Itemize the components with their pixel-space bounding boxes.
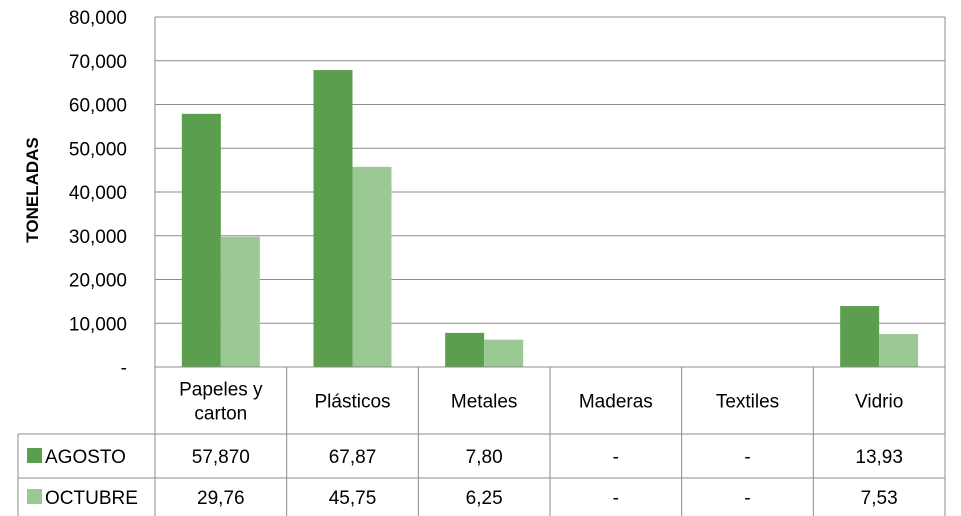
bar-agosto-0 (181, 113, 221, 367)
table-cell: 67,87 (329, 447, 377, 468)
table-cell: - (744, 488, 750, 509)
y-tick-label: 50,000 (69, 139, 127, 160)
category-label: Papeles y (179, 380, 263, 401)
legend-swatch-agosto (27, 448, 42, 463)
table-cell: 7,53 (861, 488, 898, 509)
bar-octubre-5 (879, 334, 919, 367)
legend-swatch-octubre (27, 489, 42, 504)
y-tick-label: 40,000 (69, 183, 127, 204)
table-cell: 45,75 (329, 488, 377, 509)
legend-label: AGOSTO (45, 447, 126, 468)
y-tick-labels: - 10,000 20,000 30,000 40,000 50,000 60,000 70,… (69, 8, 127, 379)
table-cell: 13,93 (855, 447, 903, 468)
y-tick-label: 10,000 (69, 314, 127, 335)
y-tick-label: 20,000 (69, 271, 127, 292)
bars (181, 70, 919, 367)
table-cell: 7,80 (466, 447, 503, 468)
table-cell: 57,870 (192, 447, 250, 468)
y-tick-label: 60,000 (69, 96, 127, 117)
bar-octubre-1 (352, 166, 392, 367)
data-table: Papeles y carton Plásticos Metales Maderas Te… (17, 366, 945, 516)
category-label: Textiles (716, 392, 779, 413)
category-label: Vidrio (855, 392, 903, 413)
y-tick-label: - (121, 358, 127, 379)
table-cell: - (744, 447, 750, 468)
bar-agosto-2 (445, 332, 485, 367)
table-cell: 6,25 (466, 488, 503, 509)
table-cell: 29,76 (197, 488, 245, 509)
bar-agosto-5 (840, 306, 880, 367)
y-tick-label: 30,000 (69, 227, 127, 248)
table-cell: - (613, 488, 619, 509)
category-label: Maderas (579, 392, 653, 413)
y-tick-label: 70,000 (69, 52, 127, 73)
y-tick-label: 80,000 (69, 8, 127, 29)
category-label: Plásticos (314, 392, 390, 413)
y-axis-label: TONELADAS (23, 137, 42, 242)
bar-octubre-0 (220, 236, 260, 367)
category-label: carton (194, 404, 247, 425)
table-cell: - (613, 447, 619, 468)
category-label: Metales (451, 392, 518, 413)
gridlines (154, 16, 946, 516)
legend-label: OCTUBRE (45, 488, 138, 509)
bar-agosto-1 (313, 70, 353, 367)
bar-octubre-2 (484, 339, 524, 367)
